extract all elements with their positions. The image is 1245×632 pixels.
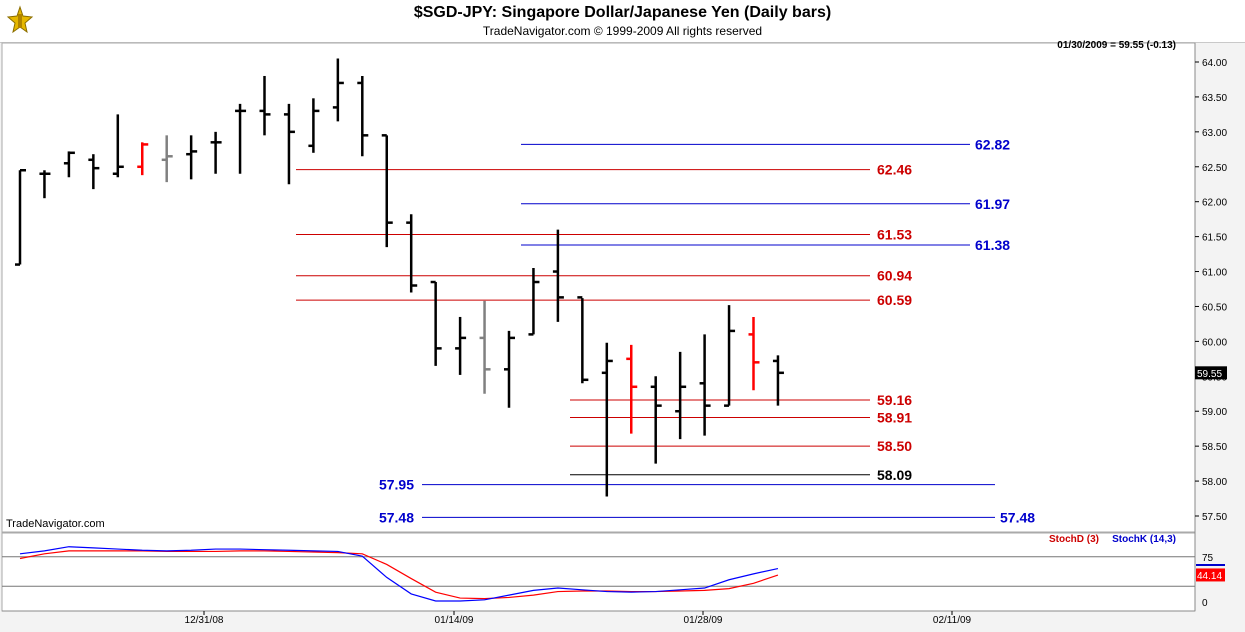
y-tick-label: 57.50 (1202, 512, 1227, 523)
ohlc-bar (308, 98, 320, 153)
level-label-58.50: 58.50 (877, 438, 912, 454)
stoch-d-legend: StochD (3) (1049, 534, 1099, 545)
ohlc-bar (430, 280, 442, 366)
x-tick-label: 01/14/09 (435, 615, 474, 626)
x-tick-label: 12/31/08 (185, 615, 224, 626)
ohlc-bars (15, 58, 784, 497)
y-tick-label: 60.50 (1202, 302, 1227, 313)
level-label-61.53: 61.53 (877, 227, 912, 243)
ohlc-bar (235, 103, 247, 174)
copyright-subtitle: TradeNavigator.com © 1999-2009 All right… (482, 24, 763, 38)
ohlc-bar (724, 305, 736, 407)
ohlc-bar (528, 268, 540, 336)
watermark-text: TradeNavigator.com (6, 518, 105, 530)
trade-navigator-logo-icon (5, 4, 35, 34)
stochastic-panel (1, 532, 1196, 612)
price-y-axis: 64.00 63.50 63.00 62.50 62.00 61.50 61.00 60.50… (1195, 58, 1227, 523)
stoch-y-tick-label: 75 (1202, 553, 1214, 564)
y-tick-label: 59.00 (1202, 407, 1227, 418)
ohlc-bar (137, 142, 149, 176)
support-resistance-levels: 62.82 62.46 61.97 61.53 61.38 60.94 60.59 59.16… (296, 136, 1035, 525)
date-x-axis: 12/31/08 01/14/09 01/28/09 02/11/09 (185, 611, 972, 626)
date-readout: 01/30/2009 = 59.55 (-0.13) (1057, 40, 1176, 51)
ohlc-bar (601, 342, 613, 497)
level-label-60.94: 60.94 (877, 268, 912, 284)
level-label-58.91: 58.91 (877, 410, 912, 426)
last-price-label: 59.55 (1197, 369, 1222, 380)
ohlc-bar (259, 75, 271, 136)
ohlc-bar (210, 131, 222, 174)
ohlc-bar (283, 103, 295, 185)
ohlc-bar (186, 135, 198, 180)
level-label-57.48-right: 57.48 (1000, 509, 1035, 525)
y-tick-label: 63.50 (1202, 93, 1227, 104)
ohlc-bar (381, 134, 393, 248)
y-tick-label: 61.50 (1202, 233, 1227, 244)
ohlc-bar (650, 376, 662, 464)
y-tick-label: 60.00 (1202, 337, 1227, 348)
ohlc-bar (504, 330, 515, 408)
y-tick-label: 62.50 (1202, 163, 1227, 174)
level-label-62.46: 62.46 (877, 162, 912, 178)
ohlc-bar (88, 154, 100, 190)
ohlc-bar (675, 351, 687, 440)
stoch-k-legend: StochK (14,3) (1112, 534, 1176, 545)
level-label-62.82: 62.82 (975, 136, 1010, 152)
ohlc-bar (479, 300, 491, 394)
ohlc-bar (552, 229, 564, 322)
level-label-57.48: 57.48 (379, 509, 414, 525)
level-label-57.95: 57.95 (379, 477, 414, 493)
ohlc-bar (772, 355, 784, 406)
level-label-60.59: 60.59 (877, 292, 912, 308)
y-tick-label: 58.50 (1202, 442, 1227, 453)
ohlc-bar (63, 151, 75, 178)
stoch-series-line (19, 546, 779, 602)
x-tick-label: 01/28/09 (684, 615, 723, 626)
stoch-last-label: 44.14 (1197, 571, 1222, 582)
level-label-61.38: 61.38 (975, 237, 1010, 253)
ohlc-bar (406, 214, 418, 293)
level-label-59.16: 59.16 (877, 392, 912, 408)
y-tick-label: 64.00 (1202, 58, 1227, 69)
ohlc-bar (161, 135, 173, 183)
ohlc-bar (748, 316, 760, 391)
chart-header: $SGD-JPY: Singapore Dollar/Japanese Yen … (0, 0, 1245, 42)
y-tick-label: 62.00 (1202, 198, 1227, 209)
ohlc-bar (577, 296, 589, 384)
y-tick-label: 61.00 (1202, 268, 1227, 279)
y-tick-label: 58.00 (1202, 477, 1227, 488)
stoch-y-tick-label: 0 (1202, 598, 1208, 609)
ohlc-bar (15, 169, 26, 266)
ohlc-bar (112, 114, 124, 178)
y-tick-label: 63.00 (1202, 128, 1227, 139)
stoch-last-tag (1196, 568, 1225, 582)
ohlc-bar (626, 344, 638, 434)
ohlc-bar (332, 58, 344, 122)
chart-title: $SGD-JPY: Singapore Dollar/Japanese Yen … (413, 4, 832, 21)
price-panel (1, 42, 1196, 533)
stochastic-lines: 75 0 (2, 546, 1225, 609)
ohlc-bar (357, 75, 369, 157)
last-price-tag (1195, 366, 1227, 380)
x-tick-label: 02/11/09 (933, 615, 972, 626)
level-label-61.97: 61.97 (975, 196, 1010, 212)
ohlc-bar (699, 334, 711, 436)
ohlc-bar (455, 316, 467, 375)
ohlc-bar (39, 170, 51, 199)
level-label-58.09: 58.09 (877, 467, 912, 483)
